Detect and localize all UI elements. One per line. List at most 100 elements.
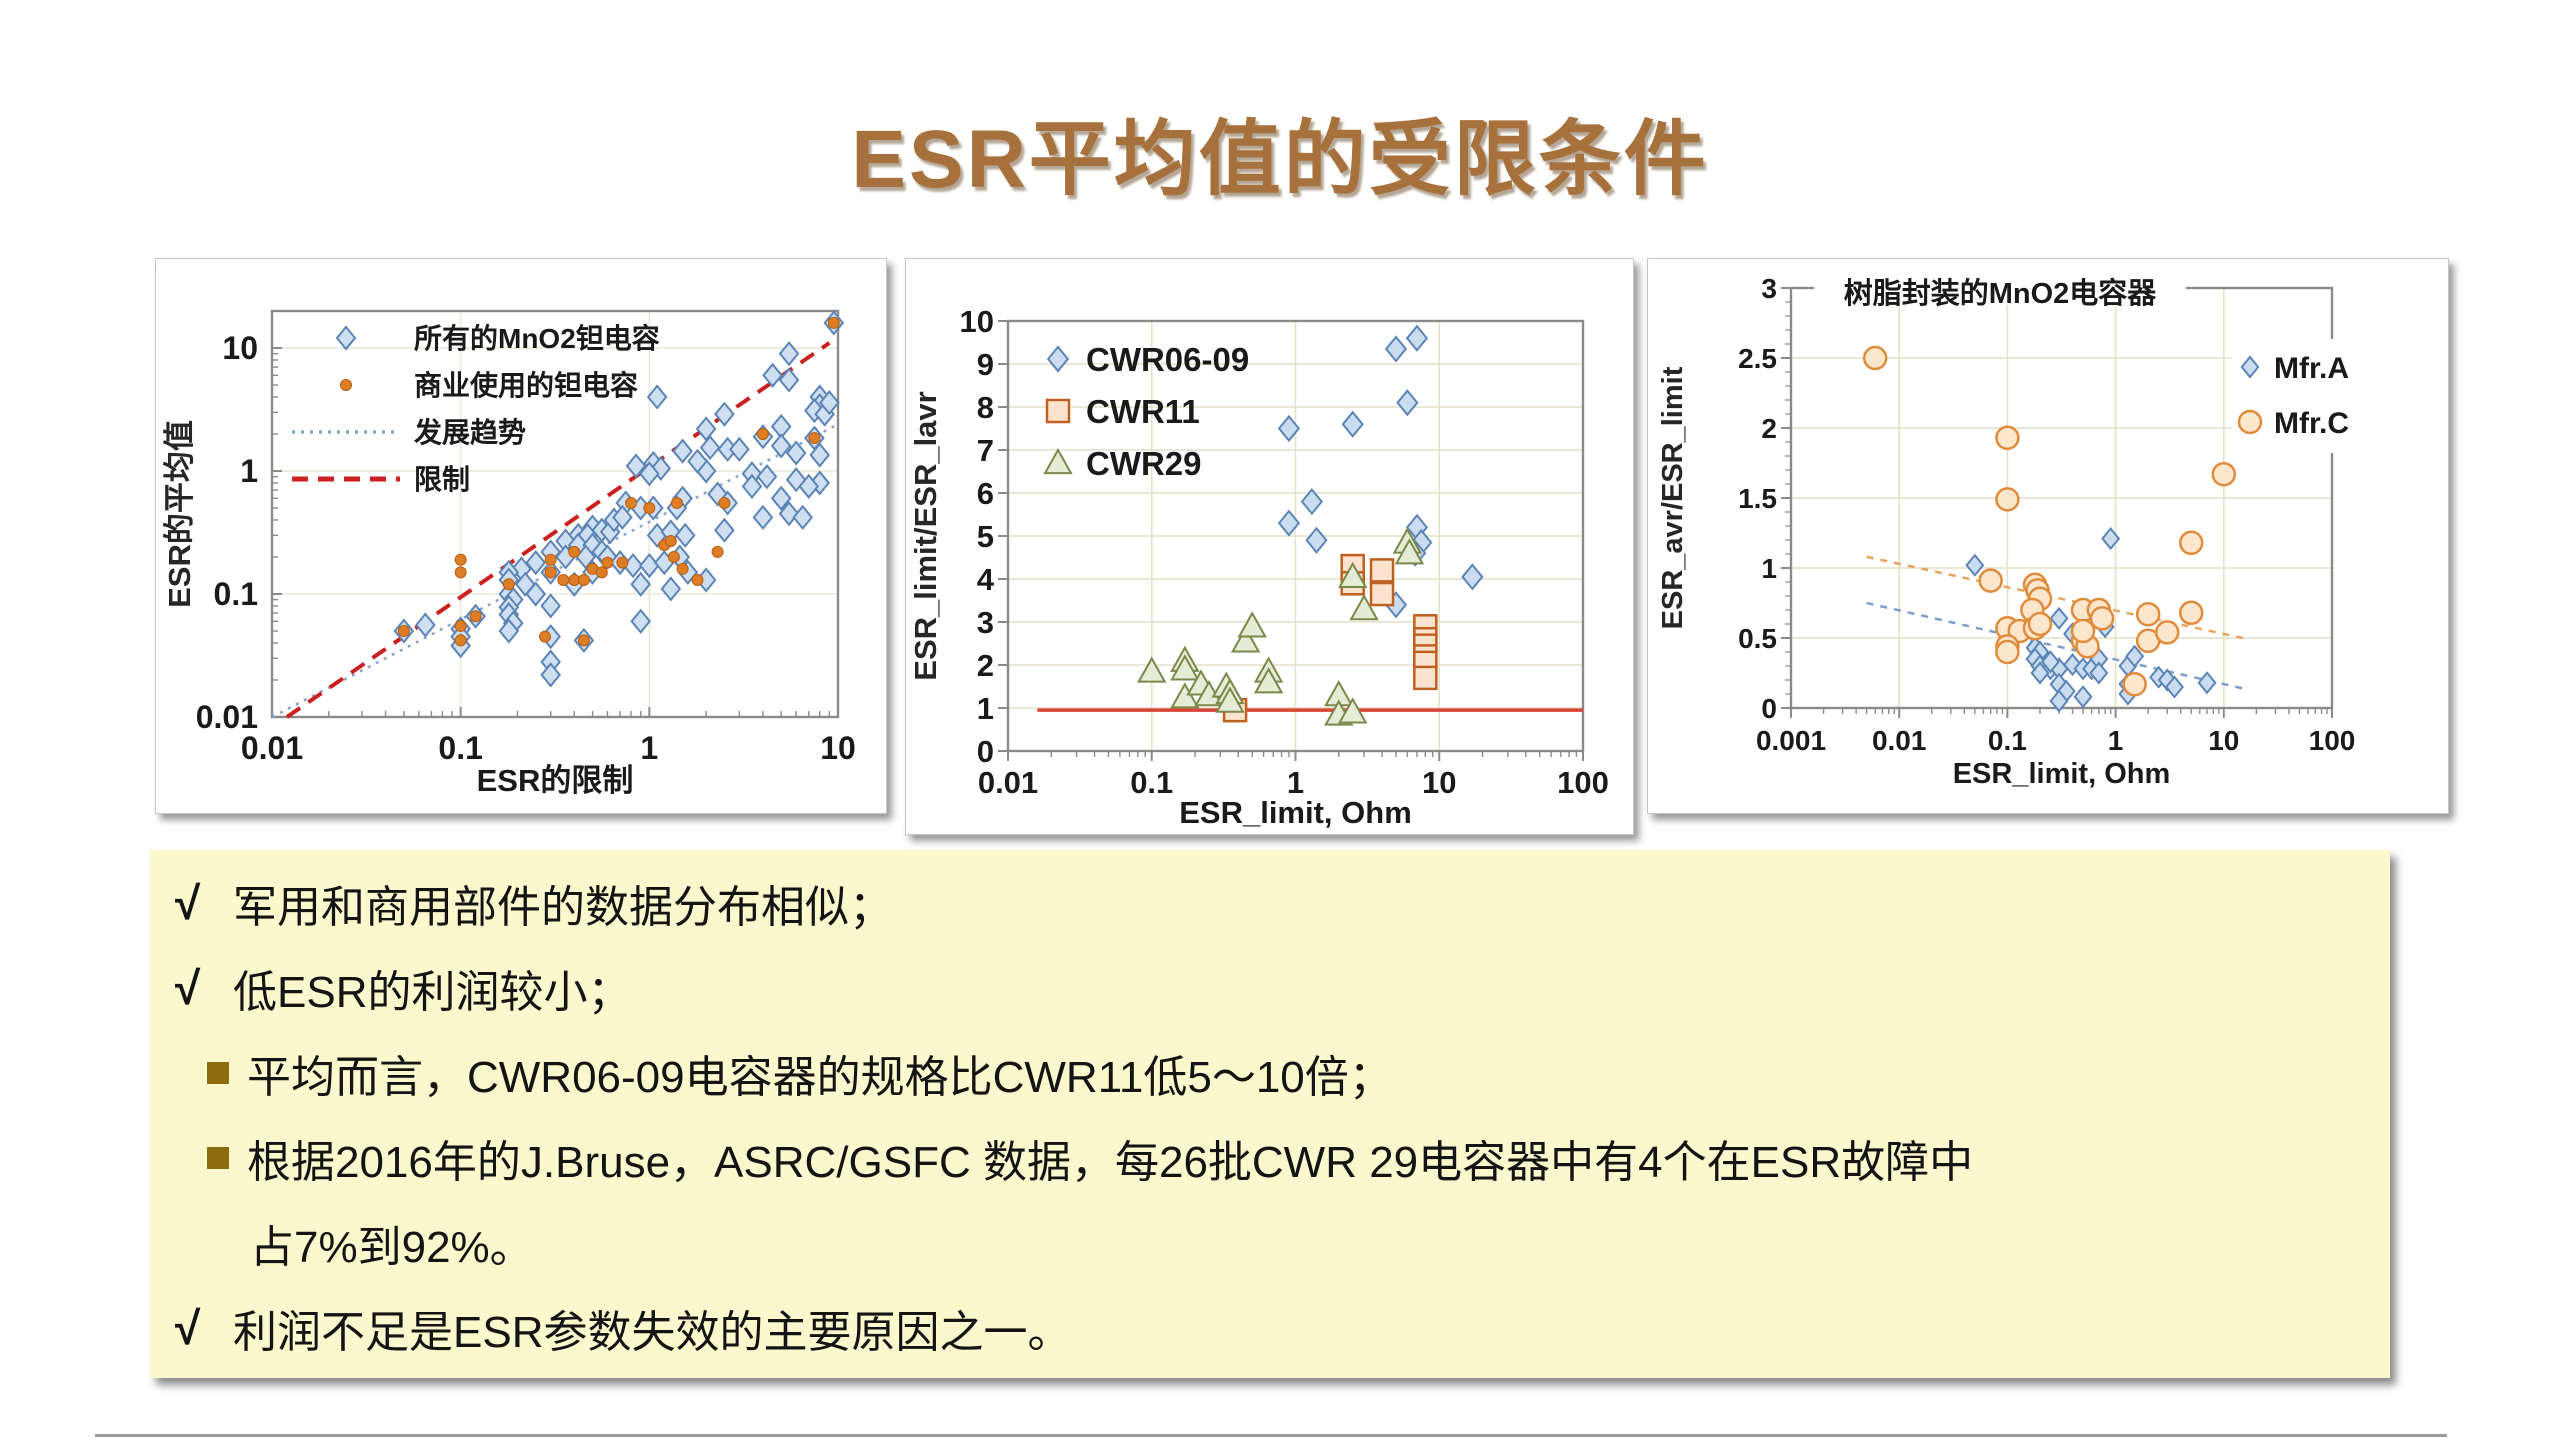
note-item: 平均而言，CWR06-09电容器的规格比CWR11低5～10倍； [150,1030,2390,1115]
axis-labels: ESR_limit, Ohm ESR_avr/ESR_limit [1657,366,2170,790]
svg-text:2.5: 2.5 [1738,343,1777,374]
svg-text:2: 2 [1761,413,1777,444]
svg-text:7: 7 [977,433,994,468]
svg-text:5: 5 [977,519,994,554]
svg-text:发展趋势: 发展趋势 [413,416,526,448]
tick-labels: 0.01 0.1 1 10 0.01 0.1 1 10 [196,330,856,766]
chart-panel-esr-average-vs-limit: 0.01 0.1 1 10 0.01 0.1 1 10 ESR的限制 ESR的平均值 所有的MnO2… [155,258,887,814]
series-商业使用的钽电容 [397,316,840,647]
note-text: 利润不足是ESR参数失效的主要原因之一。 [233,1307,1072,1357]
chart-panel-resin-mno2: 0.001 0.01 0.1 1 10 100 0 0.5 1 1.5 2 2.5 3 ESR_limit… [1647,258,2449,814]
svg-text:ESR的限制: ESR的限制 [477,763,634,798]
check-bullet-icon: √ [175,876,201,929]
tick-labels: 0.01 0.1 1 10 100 0 1 2 3 4 5 6 7 8 9 10 [960,304,1609,800]
axis-ticks [271,347,839,718]
svg-text:1: 1 [640,730,658,766]
svg-text:CWR11: CWR11 [1086,393,1200,430]
bottom-divider [95,1434,2447,1437]
note-text: 占7%到92%。 [250,1222,534,1272]
square-bullet-icon [207,1061,229,1084]
scatter-chart-esr-average-vs-limit: 0.01 0.1 1 10 0.01 0.1 1 10 ESR的限制 ESR的平均值 所有的MnO2… [162,309,856,798]
note-item: √ 低ESR的利润较小； [150,945,2390,1030]
svg-text:CWR29: CWR29 [1086,445,1202,482]
note-text: 低ESR的利润较小； [233,967,632,1017]
svg-text:0: 0 [977,734,994,769]
svg-text:3: 3 [977,605,994,640]
note-text: 平均而言，CWR06-09电容器的规格比CWR11低5～10倍； [247,1052,1393,1102]
svg-text:CWR06-09: CWR06-09 [1086,341,1249,378]
svg-text:限制: 限制 [414,464,470,495]
series-CWR29 [1137,527,1425,726]
svg-text:Mfr.A: Mfr.A [2274,352,2349,385]
svg-text:0.01: 0.01 [1872,725,1927,756]
svg-text:2: 2 [977,648,994,683]
series-Mfr.A [1965,527,2217,713]
check-bullet-icon: √ [175,1301,201,1354]
chart-legend: Mfr.A Mfr.C [2231,339,2367,453]
svg-text:0.01: 0.01 [241,730,303,766]
tick-labels: 0.001 0.01 0.1 1 10 100 0 0.5 1 1.5 2 2.5 3 [1738,273,2355,756]
gridlines [1007,320,1584,752]
svg-text:0.1: 0.1 [438,730,482,766]
svg-text:0.1: 0.1 [214,576,258,612]
svg-text:3: 3 [1761,273,1777,304]
check-bullet-icon: √ [175,961,201,1014]
svg-text:Mfr.C: Mfr.C [2274,407,2349,440]
axis-ticks [998,320,1584,761]
svg-text:10: 10 [1422,765,1456,800]
note-text: 根据2016年的J.Bruse，ASRC/GSFC 数据，每26批CWR 29电… [247,1137,1974,1187]
svg-text:8: 8 [977,390,994,425]
reference-line [285,341,831,719]
note-item: 根据2016年的J.Bruse，ASRC/GSFC 数据，每26批CWR 29电… [150,1115,2390,1200]
svg-text:10: 10 [222,330,258,366]
svg-text:1: 1 [1761,553,1777,584]
series-Mfr.C [1862,345,2237,697]
svg-text:0.5: 0.5 [1738,623,1777,654]
svg-text:商业使用的钽电容: 商业使用的钽电容 [414,369,638,401]
svg-text:6: 6 [977,476,994,511]
svg-text:所有的MnO2钽电容: 所有的MnO2钽电容 [414,322,660,354]
notes-box: √ 军用和商用部件的数据分布相似； √ 低ESR的利润较小； 平均而言，CWR06-09… [150,850,2390,1378]
note-item: √ 军用和商用部件的数据分布相似； [150,860,2390,945]
svg-text:ESR_limit/ESR_lavr: ESR_limit/ESR_lavr [908,391,943,680]
svg-text:ESR_avr/ESR_limit: ESR_avr/ESR_limit [1657,366,1689,629]
svg-text:1: 1 [1287,765,1304,800]
page-title: ESR平均值的受限条件 [851,114,1709,205]
series-CWR06-09 [1277,324,1484,619]
svg-text:ESR_limit, Ohm: ESR_limit, Ohm [1953,758,2171,790]
chart-panel-cwr-ratio: 0.01 0.1 1 10 100 0 1 2 3 4 5 6 7 8 9 10 ESR_limit, Ohm E… [905,258,1634,835]
svg-text:0.1: 0.1 [1130,765,1173,800]
svg-text:0.01: 0.01 [196,699,258,735]
chart-title: 树脂封装的MnO2电容器 [1844,276,2158,310]
plot-frame [270,309,840,719]
reference-line [1866,555,2244,640]
note-item: 占7%到92%。 [150,1200,2390,1285]
svg-text:0.001: 0.001 [1756,725,1826,756]
svg-text:1.5: 1.5 [1738,483,1777,514]
svg-text:10: 10 [960,304,994,339]
square-bullet-icon [207,1146,229,1169]
svg-text:1: 1 [240,453,258,489]
axis-ticks [1781,287,2333,718]
svg-text:0.01: 0.01 [978,765,1038,800]
svg-text:1: 1 [2108,725,2124,756]
svg-text:100: 100 [1557,765,1609,800]
svg-text:10: 10 [820,730,856,766]
svg-text:1: 1 [977,691,994,726]
svg-text:9: 9 [977,347,994,382]
note-item: √ 利润不足是ESR参数失效的主要原因之一。 [150,1285,2390,1370]
note-text: 军用和商用部件的数据分布相似； [233,882,893,932]
axis-labels: ESR的限制 ESR的平均值 [162,420,633,798]
svg-text:0: 0 [1761,693,1777,724]
chart-legend: CWR06-09 CWR11 CWR29 [1043,341,1249,482]
scatter-chart-resin-mno2: 0.001 0.01 0.1 1 10 100 0 0.5 1 1.5 2 2.5 3 ESR_limit… [1657,273,2367,790]
svg-text:100: 100 [2309,725,2356,756]
svg-text:4: 4 [977,562,995,597]
svg-text:0.1: 0.1 [1988,725,2027,756]
svg-text:ESR_limit, Ohm: ESR_limit, Ohm [1179,795,1412,830]
axis-labels: ESR_limit, Ohm ESR_limit/ESR_lavr [908,391,1412,830]
svg-text:ESR的平均值: ESR的平均值 [162,420,197,608]
svg-text:10: 10 [2208,725,2239,756]
